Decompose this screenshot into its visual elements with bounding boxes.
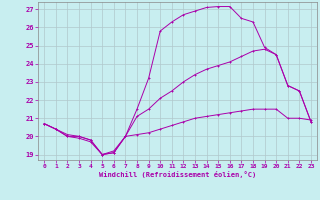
X-axis label: Windchill (Refroidissement éolien,°C): Windchill (Refroidissement éolien,°C): [99, 171, 256, 178]
